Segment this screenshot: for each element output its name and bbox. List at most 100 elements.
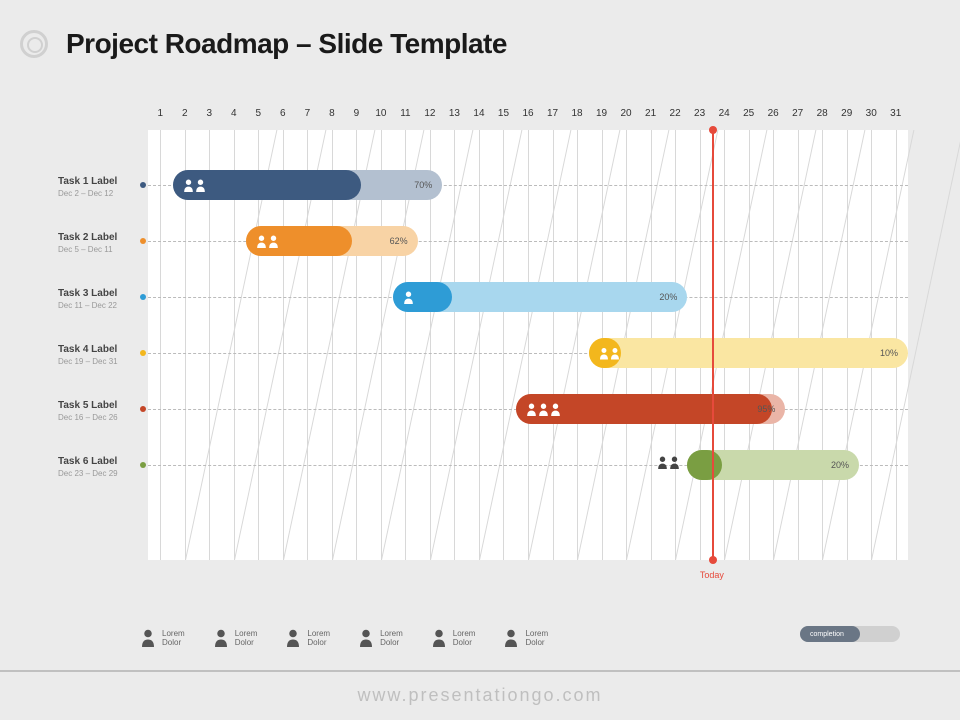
day-label: 18	[571, 108, 582, 119]
task-dates: Dec 5 – Dec 11	[58, 245, 146, 254]
task-dates: Dec 2 – Dec 12	[58, 189, 146, 198]
task-label: Task 1 Label	[58, 176, 146, 187]
row-dot	[140, 462, 146, 468]
day-label: 17	[547, 108, 558, 119]
header-bullet-icon	[20, 30, 48, 58]
task-label-row: Task 5 Label Dec 16 – Dec 26	[58, 400, 146, 422]
row-dot	[140, 238, 146, 244]
task-bar-fg	[246, 226, 352, 256]
task-label-row: Task 1 Label Dec 2 – Dec 12	[58, 176, 146, 198]
day-label: 6	[280, 108, 286, 119]
task-label-row: Task 3 Label Dec 11 – Dec 22	[58, 288, 146, 310]
gantt-row: 70%	[148, 170, 908, 200]
day-label: 11	[400, 108, 410, 119]
task-percent: 20%	[659, 292, 677, 302]
day-label: 31	[890, 108, 901, 119]
legend-item: LoremDolor	[213, 629, 258, 648]
day-label: 2	[182, 108, 188, 119]
day-label: 23	[694, 108, 705, 119]
task-people-icons	[657, 456, 681, 474]
task-dates: Dec 19 – Dec 31	[58, 357, 146, 366]
day-label: 30	[866, 108, 877, 119]
row-dot	[140, 294, 146, 300]
task-bar-bg	[589, 338, 908, 368]
day-label: 21	[645, 108, 656, 119]
task-bar-fg	[589, 338, 621, 368]
legend-item: LoremDolor	[358, 629, 403, 648]
task-label: Task 6 Label	[58, 456, 146, 467]
day-label: 9	[354, 108, 360, 119]
day-label: 26	[768, 108, 779, 119]
day-label: 19	[596, 108, 607, 119]
day-label: 12	[424, 108, 435, 119]
task-bar-fg	[516, 394, 772, 424]
task-dates: Dec 23 – Dec 29	[58, 469, 146, 478]
task-label: Task 5 Label	[58, 400, 146, 411]
person-icon	[431, 629, 447, 647]
gantt-chart: 1234567891011121314151617181920212223242…	[148, 130, 908, 560]
today-line	[712, 130, 714, 560]
day-label: 4	[231, 108, 237, 119]
day-label: 5	[256, 108, 262, 119]
day-label: 22	[670, 108, 681, 119]
day-label: 27	[792, 108, 803, 119]
gantt-row: 62%	[148, 226, 908, 256]
day-label: 8	[329, 108, 335, 119]
legend-label: LoremDolor	[453, 629, 476, 648]
day-label: 3	[207, 108, 213, 119]
legend-label: LoremDolor	[525, 629, 548, 648]
page-title: Project Roadmap – Slide Template	[66, 28, 507, 60]
gantt-row: 20%	[148, 450, 908, 480]
task-dates: Dec 16 – Dec 26	[58, 413, 146, 422]
day-label: 29	[841, 108, 852, 119]
gantt-row: 20%	[148, 282, 908, 312]
day-axis: 1234567891011121314151617181920212223242…	[148, 108, 908, 126]
gantt-row: 95%	[148, 394, 908, 424]
day-label: 1	[157, 108, 163, 119]
legend-label: LoremDolor	[235, 629, 258, 648]
task-percent: 62%	[390, 236, 408, 246]
task-label-row: Task 6 Label Dec 23 – Dec 29	[58, 456, 146, 478]
task-label: Task 3 Label	[58, 288, 146, 299]
completion-legend: completion	[800, 626, 900, 642]
day-label: 20	[621, 108, 632, 119]
task-percent: 10%	[880, 348, 898, 358]
day-label: 16	[522, 108, 533, 119]
task-bar-fg	[173, 170, 362, 200]
legend-item: LoremDolor	[140, 629, 185, 648]
footer-divider	[0, 670, 960, 672]
person-icon	[285, 629, 301, 647]
footer-url: www.presentationgo.com	[0, 685, 960, 706]
legend-label: LoremDolor	[380, 629, 403, 648]
task-percent: 20%	[831, 460, 849, 470]
task-label: Task 4 Label	[58, 344, 146, 355]
legend-item: LoremDolor	[431, 629, 476, 648]
task-bar-fg	[687, 450, 721, 480]
today-label: Today	[700, 570, 724, 580]
person-icon	[213, 629, 229, 647]
task-dates: Dec 11 – Dec 22	[58, 301, 146, 310]
person-icon	[140, 629, 156, 647]
completion-label: completion	[810, 631, 844, 638]
day-label: 14	[473, 108, 484, 119]
day-label: 13	[449, 108, 460, 119]
legend-item: LoremDolor	[503, 629, 548, 648]
legend-label: LoremDolor	[162, 629, 185, 648]
task-label-row: Task 4 Label Dec 19 – Dec 31	[58, 344, 146, 366]
task-percent: 70%	[414, 180, 432, 190]
person-icon	[358, 629, 374, 647]
day-label: 7	[305, 108, 311, 119]
task-percent: 95%	[757, 404, 775, 414]
day-label: 28	[817, 108, 828, 119]
completion-pill: completion	[800, 626, 900, 642]
header: Project Roadmap – Slide Template	[20, 28, 507, 60]
person-icon	[503, 629, 519, 647]
task-label: Task 2 Label	[58, 232, 146, 243]
row-dot	[140, 350, 146, 356]
legend-item: LoremDolor	[285, 629, 330, 648]
people-legend: LoremDolor LoremDolor LoremDolor LoremDolor…	[140, 629, 548, 648]
gantt-row: 10%	[148, 338, 908, 368]
legend-label: LoremDolor	[307, 629, 330, 648]
row-dot	[140, 182, 146, 188]
day-label: 15	[498, 108, 509, 119]
